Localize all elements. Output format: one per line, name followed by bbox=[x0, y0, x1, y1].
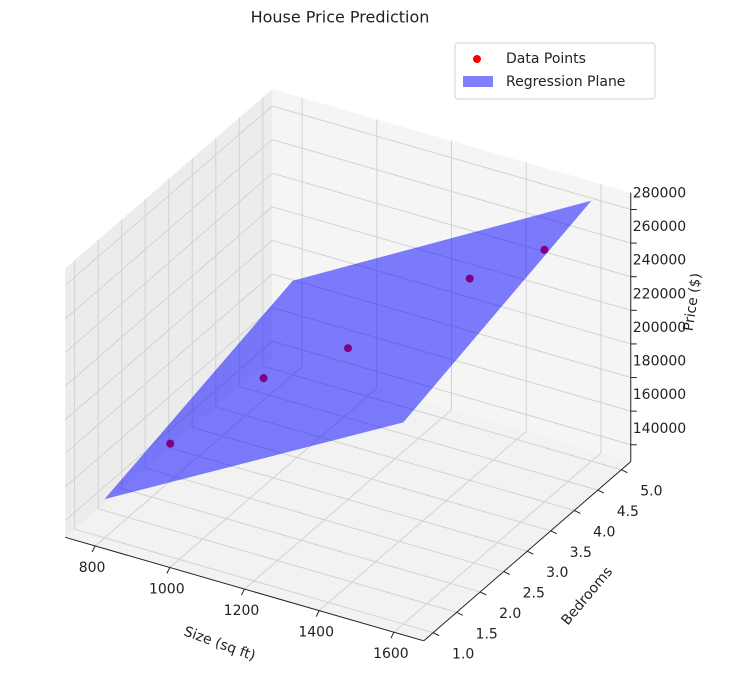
grid-line bbox=[272, 139, 631, 244]
tick-mark bbox=[241, 588, 245, 596]
y-tick-label: 1.0 bbox=[452, 647, 474, 663]
grid-line bbox=[74, 528, 434, 634]
z-tick-label: 220000 bbox=[633, 286, 686, 302]
grid-line bbox=[121, 487, 481, 593]
legend-marker bbox=[463, 76, 493, 87]
grid-line bbox=[64, 105, 273, 286]
z-tick-label: 160000 bbox=[633, 387, 686, 403]
x-tick-label: 1600 bbox=[373, 646, 409, 662]
z-tick-label: 140000 bbox=[633, 421, 686, 437]
regression-plane bbox=[104, 200, 592, 500]
tick-mark bbox=[456, 611, 463, 616]
y-tick-label: 1.5 bbox=[476, 626, 498, 642]
y-tick-label: 4.0 bbox=[593, 524, 615, 540]
z-tick-label: 180000 bbox=[633, 354, 686, 370]
tick-mark bbox=[503, 571, 510, 576]
grid-line bbox=[64, 139, 273, 320]
tick-mark bbox=[166, 567, 171, 574]
grid-line bbox=[272, 105, 631, 210]
tick-mark bbox=[527, 550, 534, 555]
legend-box bbox=[454, 42, 656, 100]
z-tick-label: 200000 bbox=[633, 320, 686, 336]
tick-mark bbox=[621, 469, 628, 474]
tick-mark bbox=[390, 631, 395, 639]
y-tick-label: 2.0 bbox=[499, 606, 521, 622]
tick-mark bbox=[91, 545, 96, 553]
tick-mark bbox=[315, 610, 320, 617]
grid-line bbox=[64, 273, 273, 454]
grid-line bbox=[272, 172, 631, 278]
grid-line bbox=[64, 206, 273, 387]
x-axis-label: Size (sq ft) bbox=[182, 624, 258, 665]
legend-label: Regression Plane bbox=[506, 74, 625, 90]
x-tick-label: 1200 bbox=[224, 603, 260, 619]
grid-line bbox=[98, 508, 457, 613]
tick-mark bbox=[479, 591, 487, 596]
x-tick-label: 1400 bbox=[298, 625, 334, 641]
tick-mark bbox=[597, 489, 605, 494]
y-axis bbox=[423, 461, 632, 642]
grid-line bbox=[145, 467, 504, 573]
y-tick-label: 5.0 bbox=[640, 484, 662, 500]
y-tick-label: 2.5 bbox=[523, 586, 545, 602]
tick-mark bbox=[432, 632, 440, 637]
tick-mark bbox=[574, 510, 581, 514]
x-tick-label: 800 bbox=[79, 560, 106, 576]
z-tick-label: 280000 bbox=[633, 185, 686, 201]
grid-line bbox=[64, 172, 273, 353]
tick-mark bbox=[550, 530, 558, 535]
z-axis-label: Price ($) bbox=[681, 272, 705, 332]
grid-line bbox=[64, 307, 273, 488]
x-tick-label: 1000 bbox=[149, 582, 185, 598]
legend-label: Data Points bbox=[506, 51, 586, 67]
chart-title: House Price Prediction bbox=[251, 8, 430, 27]
z-tick-label: 260000 bbox=[633, 219, 686, 235]
legend-marker bbox=[473, 55, 481, 63]
grid-line bbox=[64, 240, 273, 421]
z-tick-label: 240000 bbox=[633, 253, 686, 269]
y-tick-label: 3.0 bbox=[546, 565, 568, 581]
y-tick-label: 3.5 bbox=[570, 545, 592, 561]
x-axis bbox=[65, 536, 424, 642]
y-tick-label: 4.5 bbox=[617, 504, 639, 520]
